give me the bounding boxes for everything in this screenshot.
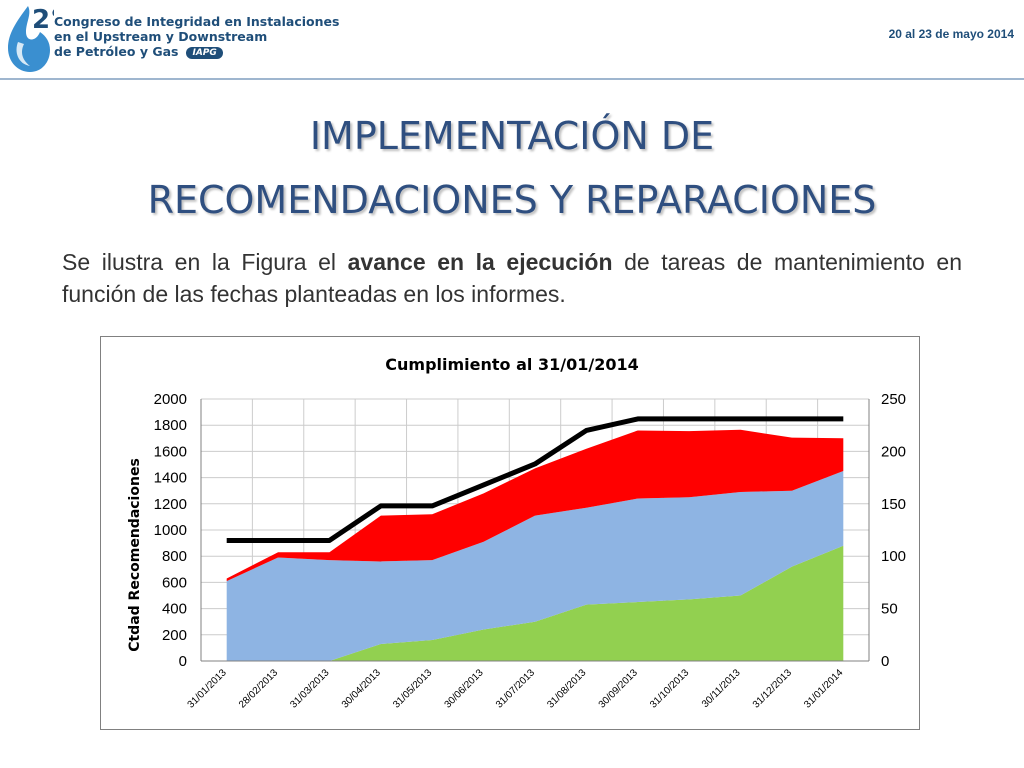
y-axis-label: Ctdad Recomendaciones <box>127 458 143 652</box>
y2-tick-label-1: 50 <box>881 601 898 618</box>
body-text-bold: avance en la ejecución <box>347 249 613 275</box>
chart-frame: Cumplimiento al 31/01/2014 Ctdad Recomen… <box>100 336 920 730</box>
chart: Cumplimiento al 31/01/2014 Ctdad Recomen… <box>127 355 906 711</box>
x-tick-label-7: 31/08/2013 <box>545 667 588 710</box>
y-tick-label-2: 400 <box>162 601 187 618</box>
congress-name-line-3: de Petróleo y Gas <box>54 44 179 59</box>
area-series-2 <box>226 429 844 582</box>
y2-tick-label-2: 100 <box>881 548 906 565</box>
x-tick-label-1: 28/02/2013 <box>237 667 280 710</box>
congress-logo-icon: 2° <box>8 5 54 72</box>
body-text-start: Se ilustra en la Figura el <box>62 249 348 275</box>
area-series-0 <box>226 545 844 661</box>
y2-tick-label-5: 250 <box>881 391 906 408</box>
y-tick-label-10: 2000 <box>154 391 187 408</box>
y2-tick-label-3: 150 <box>881 496 906 513</box>
area-series-1 <box>226 471 844 661</box>
x-tick-label-2: 31/03/2013 <box>288 667 331 710</box>
y-tick-label-7: 1400 <box>154 470 187 487</box>
x-tick-label-10: 30/11/2013 <box>700 667 743 710</box>
x-tick-label-4: 31/05/2013 <box>391 667 434 710</box>
y-tick-label-6: 1200 <box>154 496 187 513</box>
y2-tick-label-0: 0 <box>881 653 889 670</box>
y-tick-label-4: 800 <box>162 548 187 565</box>
x-tick-label-8: 30/09/2013 <box>597 667 640 710</box>
y-tick-label-0: 0 <box>179 653 187 670</box>
y-tick-label-9: 1800 <box>154 417 187 434</box>
x-tick-label-12: 31/01/2014 <box>802 667 845 710</box>
congress-name: Congreso de Integridad en Instalaciones … <box>54 14 339 59</box>
y-tick-label-8: 1600 <box>154 443 187 460</box>
x-tick-label-6: 31/07/2013 <box>494 667 537 710</box>
header: 2° Congreso de Integridad en Instalacion… <box>0 0 1024 80</box>
slide-body-text: Se ilustra en la Figura el avance en la … <box>62 246 962 310</box>
y-tick-label-3: 600 <box>162 574 187 591</box>
x-tick-label-5: 30/06/2013 <box>443 667 486 710</box>
slide-title: IMPLEMENTACIÓN DE RECOMENDACIONES Y REPA… <box>0 104 1024 232</box>
event-date: 20 al 23 de mayo 2014 <box>888 27 1014 41</box>
chart-title: Cumplimiento al 31/01/2014 <box>385 355 638 374</box>
congress-name-line-2: en el Upstream y Downstream <box>54 29 268 44</box>
x-tick-label-3: 30/04/2013 <box>340 667 383 710</box>
x-tick-label-11: 31/12/2013 <box>751 667 794 710</box>
x-tick-label-0: 31/01/2013 <box>186 667 229 710</box>
iapg-badge: IAPG <box>186 47 223 59</box>
congress-name-line-1: Congreso de Integridad en Instalaciones <box>54 14 340 29</box>
y2-tick-label-4: 200 <box>881 443 906 460</box>
slide-title-line-2: RECOMENDACIONES Y REPARACIONES <box>147 178 877 222</box>
slide-title-line-1: IMPLEMENTACIÓN DE <box>309 114 715 158</box>
y-tick-label-1: 200 <box>162 627 187 644</box>
logo-number: 2° <box>32 5 54 35</box>
x-tick-label-9: 31/10/2013 <box>648 667 691 710</box>
header-divider <box>0 78 1024 80</box>
line-series-3 <box>226 416 844 543</box>
body-text-end: de tareas de mantenimiento en función de… <box>62 249 963 307</box>
y-tick-label-5: 1000 <box>154 522 187 539</box>
